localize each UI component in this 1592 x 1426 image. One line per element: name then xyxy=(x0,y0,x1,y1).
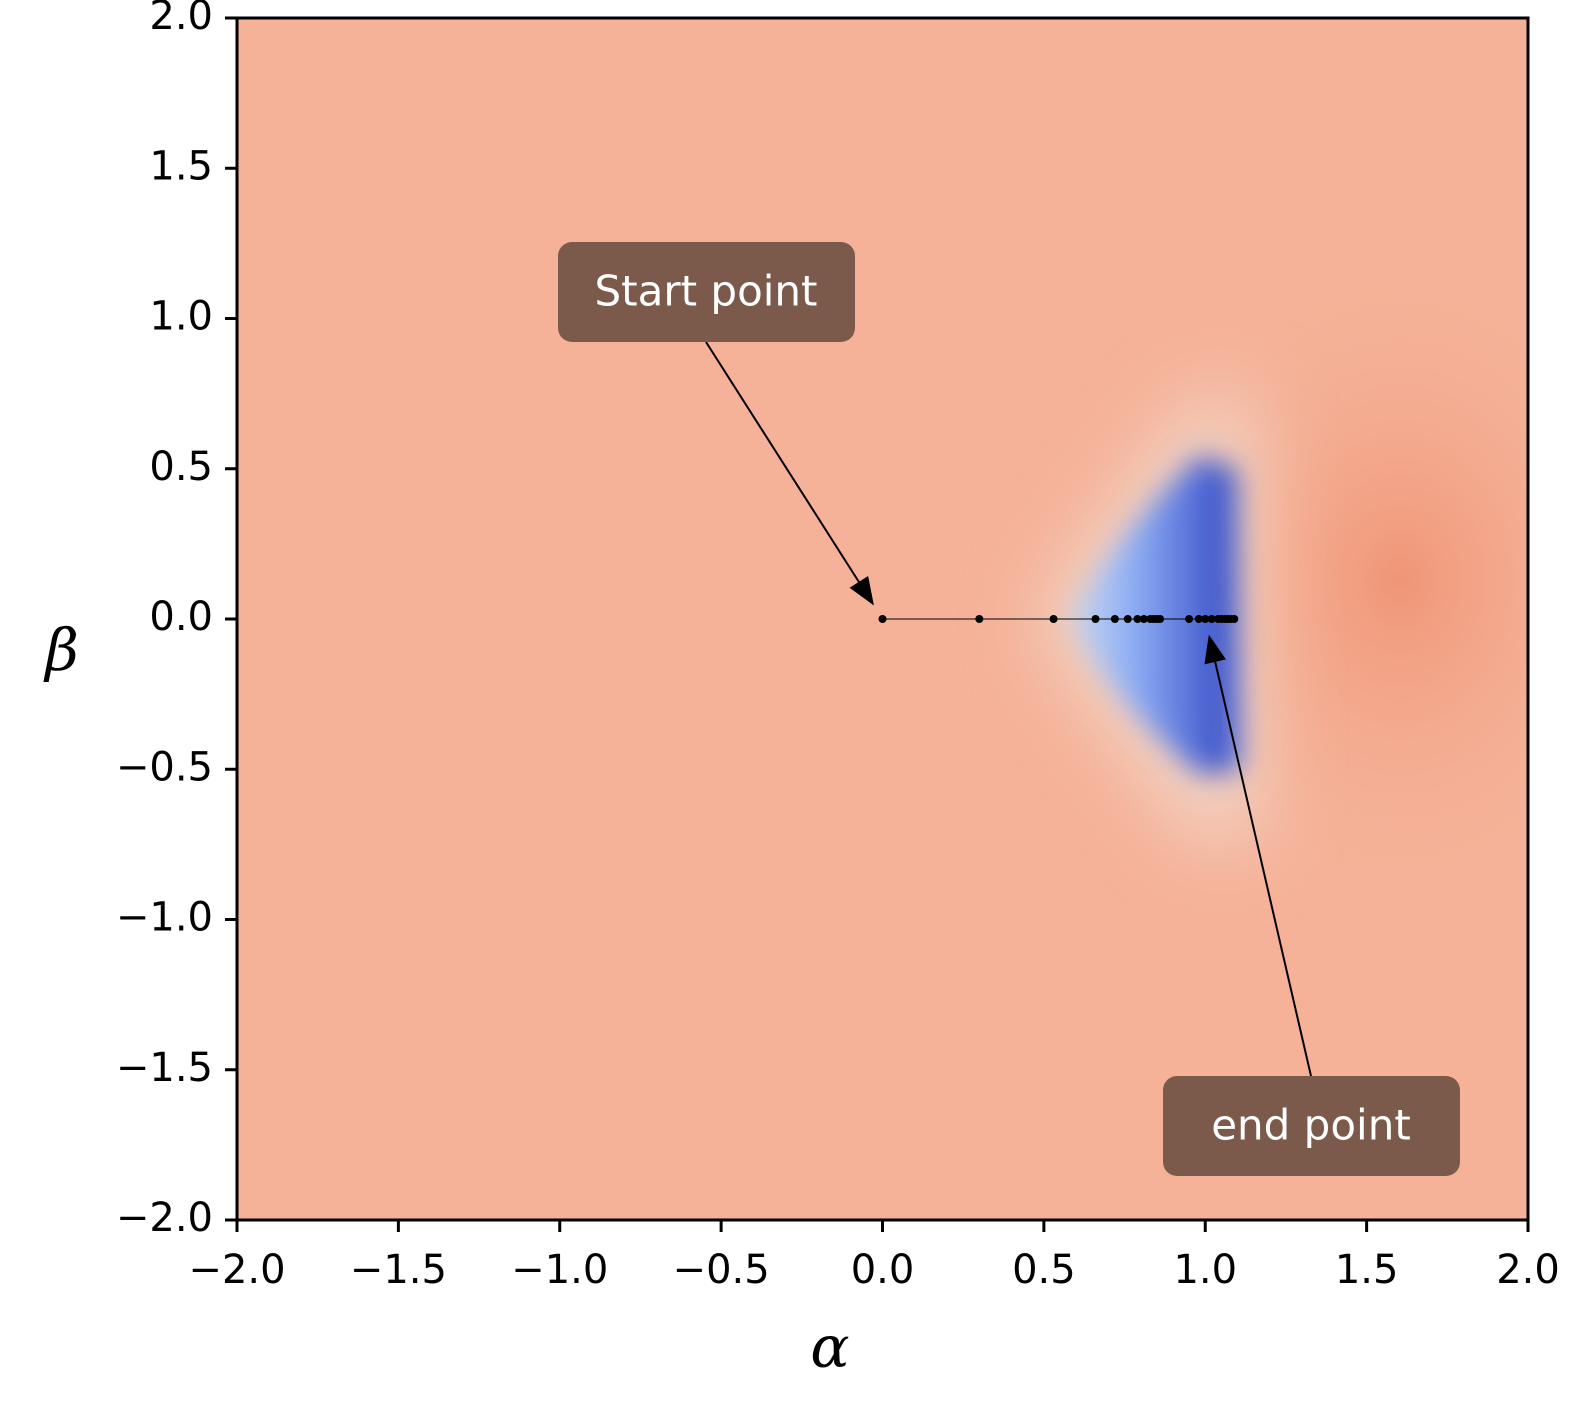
annotation-arrowhead xyxy=(1204,634,1226,665)
y-tick-label: −0.5 xyxy=(116,744,213,790)
y-tick-label: 2.0 xyxy=(149,0,213,39)
trajectory-point xyxy=(1110,615,1119,623)
annotation-text: Start point xyxy=(594,267,817,316)
trajectory-point xyxy=(1091,615,1100,623)
y-tick-label: 0.5 xyxy=(149,444,213,490)
y-tick-label: −1.0 xyxy=(116,895,213,941)
trajectory-point xyxy=(1185,615,1194,623)
annotation-text: end point xyxy=(1211,1101,1411,1150)
x-tick-label: 2.0 xyxy=(1496,1247,1560,1293)
annotation-arrowhead xyxy=(849,575,874,606)
trajectory-point xyxy=(975,615,984,623)
trajectory-point xyxy=(878,615,887,623)
annotation-box xyxy=(558,242,855,342)
x-tick-label: −2.0 xyxy=(188,1247,285,1293)
y-tick-label: 1.5 xyxy=(149,143,213,189)
y-axis-label: β xyxy=(43,616,79,684)
y-tick-label: −2.0 xyxy=(116,1195,213,1241)
y-tick-label: 1.0 xyxy=(149,294,213,340)
trajectory-point xyxy=(1207,615,1216,623)
annotation-arrow xyxy=(705,341,860,583)
trajectory-point xyxy=(1133,615,1142,623)
y-tick-label: −1.5 xyxy=(116,1045,213,1091)
heatmap xyxy=(237,18,1528,1220)
trajectory-point xyxy=(1194,615,1203,623)
x-tick-label: 1.5 xyxy=(1335,1247,1399,1293)
trajectory-point xyxy=(1230,615,1239,623)
x-tick-label: 0.0 xyxy=(851,1247,915,1293)
trajectory-point xyxy=(1156,615,1165,623)
trajectory-point xyxy=(1123,615,1132,623)
x-tick-label: −1.0 xyxy=(511,1247,608,1293)
x-axis-label: α xyxy=(810,1313,849,1381)
annotation-box xyxy=(1163,1076,1460,1176)
y-tick-label: 0.0 xyxy=(149,594,213,640)
trajectory-point xyxy=(1049,615,1058,623)
x-tick-label: 0.5 xyxy=(1012,1247,1076,1293)
x-tick-label: −0.5 xyxy=(673,1247,770,1293)
trajectory-point xyxy=(1201,615,1210,623)
x-tick-label: −1.5 xyxy=(350,1247,447,1293)
annotation-arrow xyxy=(1214,661,1312,1077)
trajectory-point xyxy=(1139,615,1148,623)
x-tick-label: 1.0 xyxy=(1173,1247,1237,1293)
